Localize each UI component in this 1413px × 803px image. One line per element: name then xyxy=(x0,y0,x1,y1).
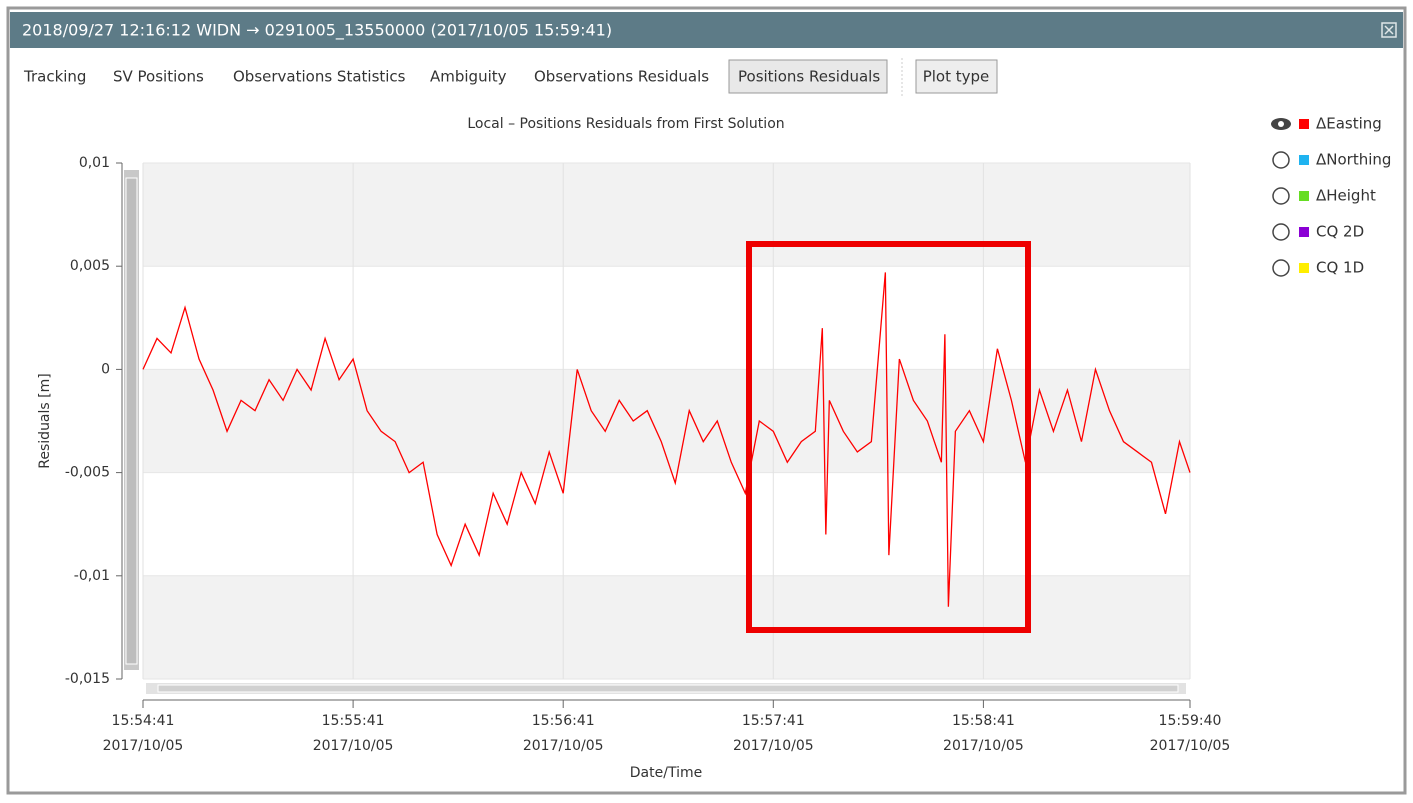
legend-radio[interactable] xyxy=(1272,187,1290,205)
x-tick-label: 2017/10/05 xyxy=(733,738,814,754)
plot-band xyxy=(143,163,1190,267)
legend-swatch xyxy=(1299,191,1309,201)
legend-label[interactable]: CQ 1D xyxy=(1316,259,1364,277)
plot-band xyxy=(143,575,1190,679)
legend-swatch xyxy=(1299,119,1309,129)
title-bar xyxy=(10,12,1403,48)
x-tick-label: 15:54:41 xyxy=(112,713,175,729)
tab[interactable]: Observations Residuals xyxy=(534,68,709,86)
tab[interactable]: SV Positions xyxy=(113,68,204,86)
highlight-box xyxy=(746,241,1031,633)
x-axis-label: Date/Time xyxy=(630,765,702,781)
x-tick-label: 2017/10/05 xyxy=(943,738,1024,754)
horizontal-scroll-thumb[interactable] xyxy=(157,684,1179,693)
window-title: 2018/09/27 12:16:12 WIDN → 0291005_13550… xyxy=(22,21,612,41)
legend-label[interactable]: ΔNorthing xyxy=(1316,151,1391,169)
plot-area: 0,01 0,005 0 -0,005 -0,01 -0,015 15:54:41 2017/… xyxy=(65,155,1230,754)
legend-radio[interactable] xyxy=(1272,259,1290,277)
close-button[interactable] xyxy=(1381,22,1397,38)
legend-radio[interactable] xyxy=(1272,151,1290,169)
plot-type-label[interactable]: Plot type xyxy=(923,68,990,86)
x-tick-label: 15:57:41 xyxy=(742,713,805,729)
tab-selected-bg[interactable] xyxy=(728,59,888,94)
x-tick-label: 15:59:40 xyxy=(1159,713,1222,729)
y-axis-label: Residuals [m] xyxy=(37,373,53,468)
legend-swatch xyxy=(1299,227,1309,237)
legend-swatch xyxy=(1299,155,1309,165)
legend-radio[interactable] xyxy=(1272,223,1290,241)
y-tick-label: 0,005 xyxy=(70,258,110,274)
x-tick-label: 2017/10/05 xyxy=(313,738,394,754)
y-tick-label: 0 xyxy=(101,361,110,377)
y-tick-label: -0,005 xyxy=(65,465,110,481)
legend-label[interactable]: ΔEasting xyxy=(1316,115,1382,133)
x-tick-label: 15:55:41 xyxy=(322,713,385,729)
y-tick-label: -0,015 xyxy=(65,671,110,687)
vertical-scroll-thumb[interactable] xyxy=(125,177,138,665)
tab[interactable]: Observations Statistics xyxy=(233,68,406,86)
x-tick-label: 2017/10/05 xyxy=(103,738,184,754)
tab[interactable]: Tracking xyxy=(23,68,86,86)
plot-type-button[interactable] xyxy=(915,59,998,94)
x-tick-label: 15:58:41 xyxy=(952,713,1015,729)
x-tick-label: 15:56:41 xyxy=(532,713,595,729)
legend-label[interactable]: CQ 2D xyxy=(1316,223,1364,241)
legend-swatch xyxy=(1299,263,1309,273)
x-tick-label: 2017/10/05 xyxy=(1150,738,1231,754)
x-tick-label: 2017/10/05 xyxy=(523,738,604,754)
tab[interactable]: Positions Residuals xyxy=(738,68,880,86)
y-tick-label: 0,01 xyxy=(79,155,110,171)
data-line xyxy=(142,272,1191,607)
legend-eye-pupil[interactable] xyxy=(1278,121,1284,127)
legend-label[interactable]: ΔHeight xyxy=(1316,187,1376,205)
tab[interactable]: Ambiguity xyxy=(430,68,507,86)
chart-title: Local – Positions Residuals from First S… xyxy=(467,116,784,132)
y-tick-label: -0,01 xyxy=(74,568,110,584)
